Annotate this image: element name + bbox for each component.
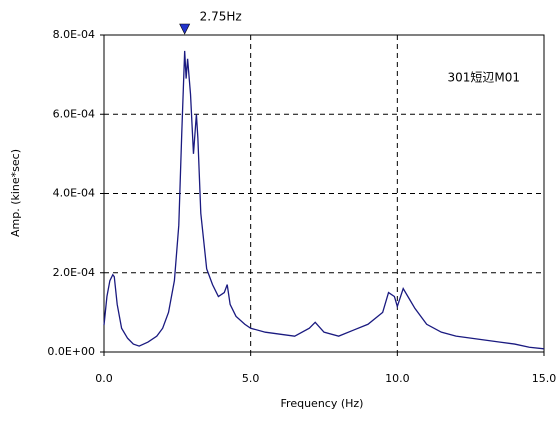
y-tick-label: 4.0E-04 xyxy=(53,187,95,200)
peak-label: 2.75Hz xyxy=(200,10,242,24)
y-tick-label: 0.0E+00 xyxy=(47,345,95,358)
y-tick-label: 6.0E-04 xyxy=(53,107,95,120)
y-tick-label: 8.0E-04 xyxy=(53,28,95,41)
x-tick-label: 5.0 xyxy=(242,372,260,385)
annotation: 301短辺M01 xyxy=(447,71,520,85)
series-line xyxy=(103,50,545,350)
x-tick-label: 0.0 xyxy=(95,372,113,385)
x-tick-label: 10.0 xyxy=(385,372,410,385)
y-axis-label: Amp. (kine*sec) xyxy=(9,149,22,237)
peak-marker xyxy=(179,23,191,35)
x-axis-label: Frequency (Hz) xyxy=(281,397,364,410)
x-tick-label: 15.0 xyxy=(532,372,557,385)
y-tick-label: 2.0E-04 xyxy=(53,266,95,279)
